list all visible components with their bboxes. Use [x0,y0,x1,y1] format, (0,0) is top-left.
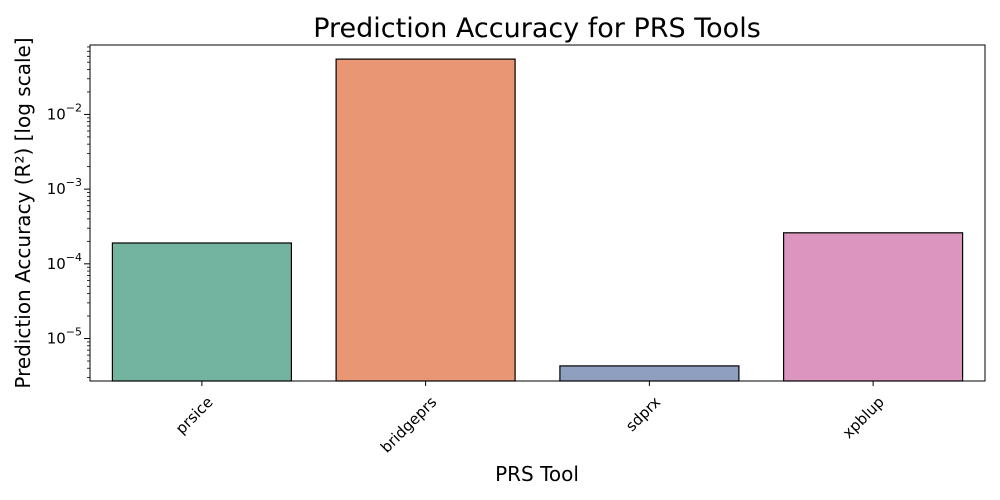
bar-sdprx [559,365,740,382]
plot-frame [89,44,986,382]
y-tick-label: 10−2 [47,101,82,123]
chart-title: Prediction Accuracy for PRS Tools [313,13,761,44]
x-axis-ticks: prsice bridgeprs sdprx xpblup [172,381,888,456]
x-tick-label: xpblup [839,393,888,442]
x-tick-label: prsice [172,393,217,438]
x-tick-label: sdprx [622,393,664,435]
y-axis-label: Prediction Accuracy (R²) [log scale] [11,37,35,388]
y-tick-label: 10−4 [47,251,82,273]
plot-area [111,58,964,382]
y-tick-label: 10−5 [47,326,82,348]
x-tick-label: bridgeprs [377,393,441,457]
x-axis-label: PRS Tool [495,462,579,486]
bar-xpblup [782,232,964,382]
y-axis-ticks: 10−5 10−4 10−3 10−2 [47,46,90,378]
y-tick-label: 10−3 [47,176,82,198]
bar-prsice [111,242,293,382]
bar-bridgeprs [335,58,516,382]
